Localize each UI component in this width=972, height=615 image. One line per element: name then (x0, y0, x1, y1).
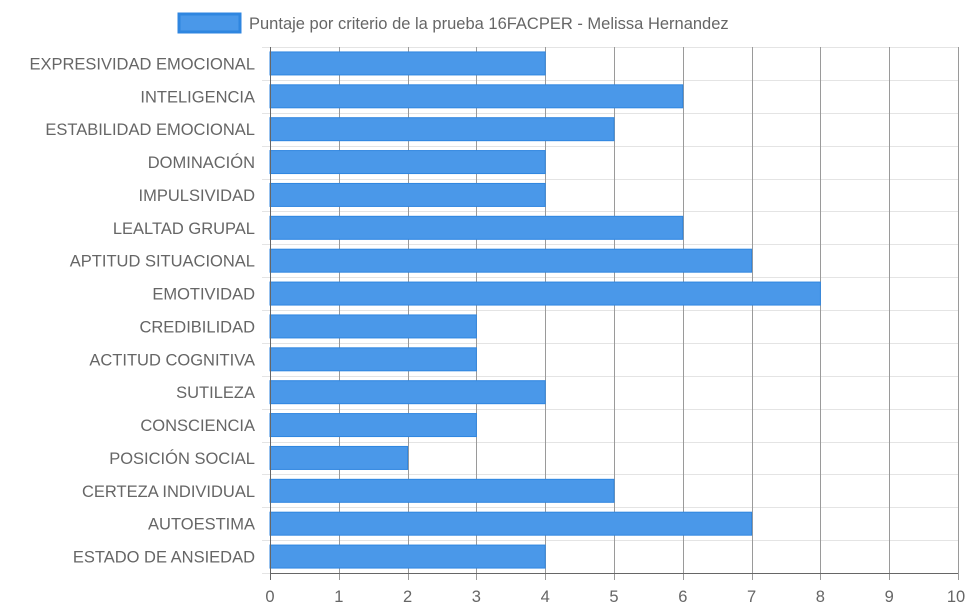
category-label: POSICIÓN SOCIAL (109, 449, 255, 468)
x-tick-label: 0 (265, 588, 274, 606)
category-label: INTELIGENCIA (140, 88, 255, 106)
bar[interactable] (269, 413, 477, 438)
legend-label: Puntaje por criterio de la prueba 16FACP… (249, 15, 729, 33)
x-tick-labels: 0 1 2 3 4 5 6 7 8 9 10 (265, 588, 965, 606)
bar[interactable] (269, 445, 409, 470)
category-label: SUTILEZA (176, 384, 255, 402)
bar[interactable] (269, 182, 546, 207)
category-label: DOMINACIÓN (148, 153, 255, 172)
bar[interactable] (269, 511, 753, 536)
bar[interactable] (269, 248, 753, 273)
x-tick-label: 3 (472, 588, 481, 606)
bar[interactable] (269, 215, 684, 240)
legend-swatch (177, 12, 242, 34)
x-tick-label: 6 (678, 588, 687, 606)
bar[interactable] (269, 51, 546, 76)
bar[interactable] (269, 380, 546, 405)
bar[interactable] (269, 478, 615, 503)
bar[interactable] (269, 347, 477, 372)
x-tick-label: 5 (609, 588, 618, 606)
category-label: IMPULSIVIDAD (139, 187, 256, 205)
bar[interactable] (269, 150, 546, 175)
bar[interactable] (269, 314, 477, 339)
x-tick-label: 1 (334, 588, 343, 606)
category-label: ESTADO DE ANSIEDAD (73, 549, 255, 567)
x-tick-label: 7 (747, 588, 756, 606)
bar[interactable] (269, 281, 821, 306)
category-label: ESTABILIDAD EMOCIONAL (45, 121, 255, 139)
bar[interactable] (269, 117, 615, 142)
category-label: CREDIBILIDAD (139, 318, 255, 336)
bar[interactable] (269, 544, 546, 569)
category-label: APTITUD SITUACIONAL (70, 253, 255, 271)
x-tick-label: 2 (403, 588, 412, 606)
category-label: CERTEZA INDIVIDUAL (82, 483, 255, 501)
axes (270, 47, 958, 580)
x-tick-label: 4 (541, 588, 550, 606)
category-label: EXPRESIVIDAD EMOCIONAL (29, 55, 255, 73)
category-label: CONSCIENCIA (140, 417, 255, 435)
category-label: LEALTAD GRUPAL (113, 220, 255, 238)
bar[interactable] (269, 84, 684, 109)
category-label: ACTITUD COGNITIVA (89, 351, 255, 369)
category-labels: EXPRESIVIDAD EMOCIONAL INTELIGENCIA ESTABI… (29, 55, 255, 566)
bars (269, 51, 821, 569)
x-tick-label: 10 (947, 588, 965, 606)
x-tick-label: 8 (816, 588, 825, 606)
x-tick-label: 9 (885, 588, 894, 606)
legend[interactable]: Puntaje por criterio de la prueba 16FACP… (177, 12, 729, 34)
category-label: AUTOESTIMA (148, 516, 255, 534)
category-label: EMOTIVIDAD (152, 286, 255, 304)
